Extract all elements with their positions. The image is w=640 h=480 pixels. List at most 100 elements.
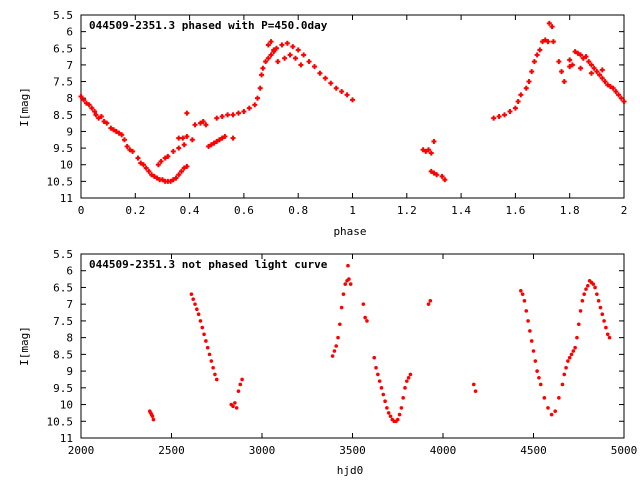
unphased-data-point xyxy=(557,396,561,400)
unphased-data-point xyxy=(596,299,601,303)
unphased-data-point xyxy=(385,406,389,410)
phased-data-point xyxy=(140,162,146,168)
unphased-data-point xyxy=(234,406,239,410)
unphased-y-tick-label: 10 xyxy=(60,399,73,412)
phased-data-point xyxy=(230,112,236,118)
unphased-data-point xyxy=(578,309,583,313)
unphased-data-point xyxy=(330,354,335,358)
unphased-data-point xyxy=(546,406,550,410)
phased-data-point xyxy=(138,160,144,166)
phased-data-point xyxy=(434,172,440,178)
phased-x-tick-label: 1.6 xyxy=(505,204,525,217)
phased-data-point xyxy=(241,108,247,114)
unphased-data-point xyxy=(560,382,565,387)
phased-data-point xyxy=(116,130,122,136)
phased-x-tick-label: 0.4 xyxy=(180,204,200,217)
unphased-data-point xyxy=(348,282,353,286)
unphased-data-point xyxy=(522,299,527,303)
unphased-data-point xyxy=(401,396,405,400)
unphased-data-point xyxy=(471,382,476,387)
phased-data-point xyxy=(214,138,220,144)
unphased-data-point xyxy=(383,399,387,404)
phased-data-point xyxy=(158,158,164,164)
phased-data-point xyxy=(580,55,586,61)
phased-data-point xyxy=(119,132,125,138)
unphased-data-point xyxy=(598,305,603,310)
unphased-chart-title: 044509-2351.3 not phased light curve xyxy=(89,258,328,271)
unphased-data-point xyxy=(196,312,201,317)
unphased-x-tick-label: 2500 xyxy=(158,444,185,457)
phased-data-point xyxy=(181,165,187,171)
phased-data-point xyxy=(143,165,149,171)
phased-data-point xyxy=(176,145,182,151)
unphased-axes: 2000 2500 3000 3500 4000 4500 5000 5.5 6 6.5 7 7.5 8… xyxy=(47,248,638,457)
phased-data-point xyxy=(111,127,117,133)
phased-data-point xyxy=(599,67,605,73)
unphased-y-tick-label: 6.5 xyxy=(53,281,73,294)
unphased-data-point xyxy=(347,277,351,281)
phased-data-point xyxy=(491,115,497,121)
phased-data-point xyxy=(575,50,581,56)
phased-data-point xyxy=(86,102,92,108)
phased-data-point xyxy=(127,147,133,153)
unphased-data-point xyxy=(526,319,530,323)
phased-data-point xyxy=(121,137,127,143)
phased-data-point xyxy=(282,55,288,61)
phased-data-point xyxy=(591,65,597,71)
unphased-data-point xyxy=(233,401,237,405)
phased-data-point xyxy=(561,79,567,85)
unphased-data-point xyxy=(535,369,539,373)
unphased-data-point xyxy=(338,322,342,327)
unphased-data-point xyxy=(374,365,378,370)
phased-data-point xyxy=(254,95,260,101)
unphased-data-point xyxy=(604,325,608,330)
phased-data-point xyxy=(178,168,184,174)
unphased-x-tick-label: 4000 xyxy=(430,444,457,457)
phased-data-point xyxy=(549,24,555,30)
phased-data-point xyxy=(442,177,448,183)
phased-data-point xyxy=(162,155,168,161)
phased-data-point xyxy=(344,92,350,98)
phased-data-point xyxy=(599,75,605,81)
phased-data-point xyxy=(540,39,546,45)
unphased-data-point xyxy=(576,322,581,327)
phased-data-point xyxy=(328,80,334,86)
unphased-data-point xyxy=(343,282,348,286)
phased-data-point xyxy=(170,177,176,183)
phased-data-point xyxy=(211,140,217,146)
unphased-data-point xyxy=(607,335,612,340)
unphased-data-point xyxy=(519,289,523,293)
phased-data-point xyxy=(197,120,203,126)
unphased-data-point xyxy=(571,349,576,353)
phased-data-point xyxy=(206,143,212,149)
phased-data-point xyxy=(588,70,594,76)
unphased-data-point xyxy=(531,349,536,353)
phased-data-point xyxy=(607,84,613,90)
phased-x-tick-label: 0.2 xyxy=(125,204,145,217)
phased-y-tick-label: 7 xyxy=(66,59,73,72)
phased-data-point xyxy=(273,45,279,51)
phased-data-point xyxy=(431,170,437,176)
unphased-data-point xyxy=(191,297,196,301)
phased-chart: 044509-2351.3 phased with P=450.0day pha… xyxy=(18,9,627,238)
phased-y-tick-label: 10 xyxy=(60,159,73,172)
phased-y-tick-label: 5.5 xyxy=(53,9,73,22)
phased-data-point xyxy=(208,142,214,148)
phased-y-tick-label: 7.5 xyxy=(53,76,73,89)
phased-data-point xyxy=(284,40,290,46)
unphased-data-point xyxy=(428,299,433,303)
unphased-data-point xyxy=(586,283,590,288)
phased-data-point xyxy=(546,20,552,26)
unphased-data-point xyxy=(553,409,558,414)
phased-data-point xyxy=(578,52,584,58)
unphased-data-point xyxy=(566,359,570,363)
unphased-x-tick-label: 3000 xyxy=(249,444,276,457)
unphased-data-point xyxy=(204,339,208,343)
unphased-data-point xyxy=(533,359,538,363)
unphased-y-tick-label: 6 xyxy=(66,265,73,278)
unphased-chart: 044509-2351.3 not phased light curve hjd… xyxy=(18,248,637,477)
phased-data-point xyxy=(431,138,437,144)
phased-data-point xyxy=(290,44,296,50)
phased-data-point xyxy=(588,62,594,68)
phased-data-point xyxy=(545,39,551,45)
